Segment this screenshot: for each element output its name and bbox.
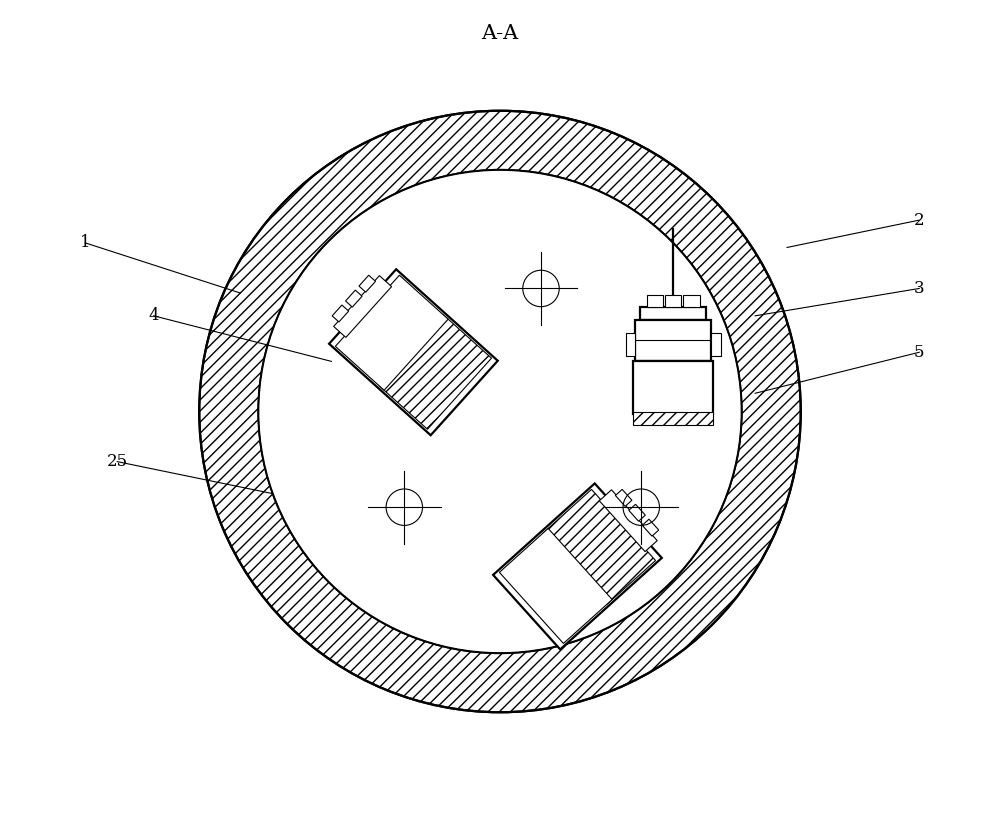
Polygon shape — [615, 490, 632, 506]
Bar — [647, 295, 663, 307]
Bar — [633, 361, 713, 414]
Text: A-A: A-A — [481, 24, 519, 43]
Bar — [683, 295, 700, 307]
Polygon shape — [543, 490, 656, 604]
Bar — [635, 320, 711, 361]
Text: 4: 4 — [148, 307, 159, 324]
Polygon shape — [334, 276, 392, 337]
Bar — [626, 333, 635, 356]
Bar — [665, 295, 681, 307]
Text: 3: 3 — [914, 280, 925, 297]
Text: 2: 2 — [914, 212, 925, 229]
Polygon shape — [379, 314, 491, 430]
Polygon shape — [335, 275, 448, 390]
Bar — [633, 412, 713, 425]
Bar — [640, 307, 706, 320]
Text: 1: 1 — [80, 235, 91, 251]
Polygon shape — [629, 504, 645, 521]
Polygon shape — [359, 275, 376, 292]
Polygon shape — [346, 291, 362, 307]
Polygon shape — [599, 490, 657, 551]
Polygon shape — [493, 483, 662, 649]
Bar — [711, 333, 721, 356]
Polygon shape — [329, 269, 498, 435]
Wedge shape — [199, 111, 801, 712]
Polygon shape — [499, 528, 612, 644]
Circle shape — [259, 171, 741, 652]
Text: 5: 5 — [914, 344, 924, 360]
Polygon shape — [332, 305, 349, 322]
Polygon shape — [642, 519, 659, 536]
Text: 25: 25 — [107, 453, 128, 470]
